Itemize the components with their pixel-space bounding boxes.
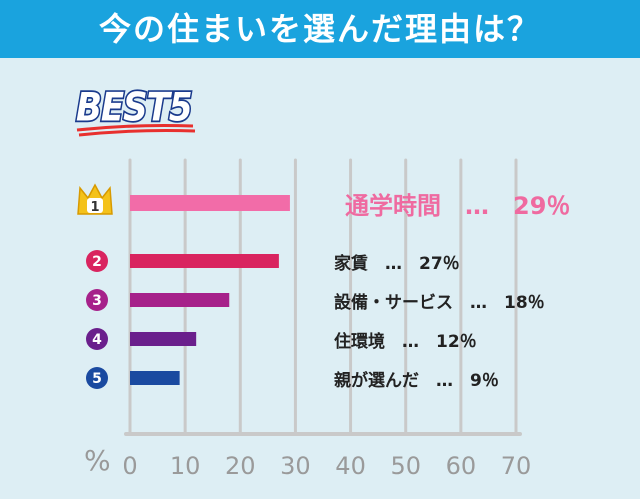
bar-label: 家賃 … 27％: [334, 254, 460, 274]
rank-badge: [86, 250, 108, 272]
best-badge-underline: [76, 124, 196, 137]
bar: [130, 332, 197, 346]
rank-number: 1: [90, 200, 99, 215]
x-tick-label: 10: [170, 452, 201, 480]
rank-badge: [86, 328, 108, 350]
x-tick-label: 70: [501, 452, 532, 480]
x-tick-label: 40: [335, 452, 366, 480]
bar: [130, 195, 290, 211]
x-axis-unit: %: [84, 444, 111, 477]
bar: [130, 293, 230, 307]
page-title: 今の住まいを選んだ理由は？: [98, 10, 541, 48]
rank-badge: [87, 198, 103, 213]
rank-number: 2: [92, 254, 102, 270]
bar-label: 設備・サービス … 18％: [334, 293, 545, 313]
bar-label: 住環境 … 12％: [334, 332, 477, 352]
x-tick-label: 0: [122, 452, 137, 480]
bar: [130, 371, 180, 385]
x-tick-label: 50: [390, 452, 421, 480]
best5-label: BEST5: [74, 83, 194, 132]
x-tick-label: 20: [225, 452, 256, 480]
x-tick-label: 30: [280, 452, 311, 480]
title-bar: [0, 0, 640, 58]
bar-label: 通学時間 … 29％: [345, 192, 571, 220]
rank-number: 4: [92, 332, 102, 348]
rank-number: 5: [92, 371, 102, 387]
bar-label: 親が選んだ … 9％: [334, 371, 499, 391]
rank-badge: [86, 289, 108, 311]
rank-badge: [86, 367, 108, 389]
x-tick-label: 60: [446, 452, 477, 480]
rank-number: 3: [92, 293, 102, 309]
bar: [130, 254, 279, 268]
